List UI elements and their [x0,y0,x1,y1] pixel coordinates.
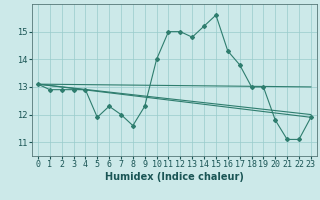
X-axis label: Humidex (Indice chaleur): Humidex (Indice chaleur) [105,172,244,182]
